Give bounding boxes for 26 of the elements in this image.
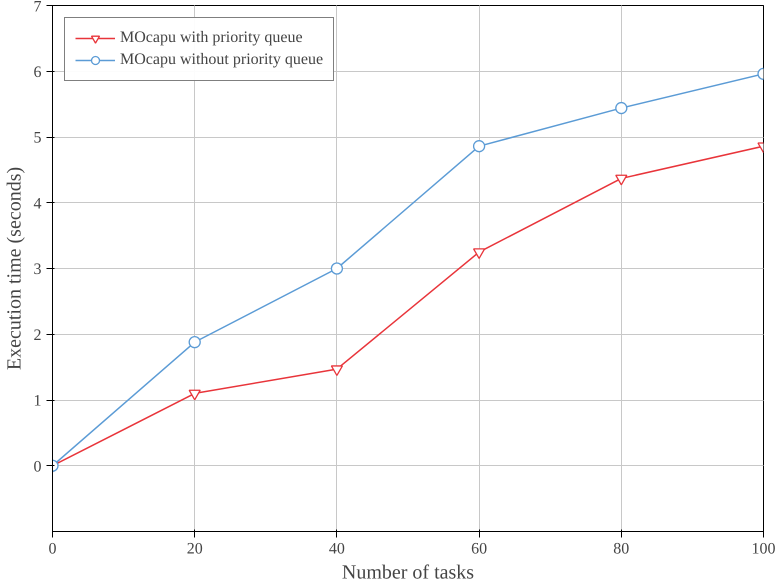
point [472,140,486,152]
x-tick-label: 80 [613,540,630,558]
y-tick-label: 6 [34,64,42,81]
point [615,174,628,186]
legend-label: MOcapu without priority queue [120,51,324,69]
point [615,102,628,114]
point [188,336,201,348]
y-tick-label: 3 [34,261,42,278]
x-tick-label: 100 [752,540,776,558]
point [188,390,201,400]
x-tick-label: 60 [471,540,488,558]
x-axis-title: Number of tasks [342,562,474,584]
y-tick-label: 1 [34,392,42,410]
y-axis-title: Execution time (seconds) [4,166,26,370]
x-tick-label: 40 [328,540,345,558]
x-tick-label: 0 [48,540,56,558]
x-tick-label: 20 [186,540,203,558]
point [472,248,486,260]
y-tick-label: 0 [34,458,42,476]
y-tick-label: 5 [34,130,42,146]
point [330,365,344,376]
y-tick-label: 7 [34,0,42,16]
legend-label: MOcapu with priority queue [120,29,303,47]
y-tick-label: 4 [34,195,42,212]
y-tick-label: 2 [34,326,42,344]
point [330,262,344,275]
